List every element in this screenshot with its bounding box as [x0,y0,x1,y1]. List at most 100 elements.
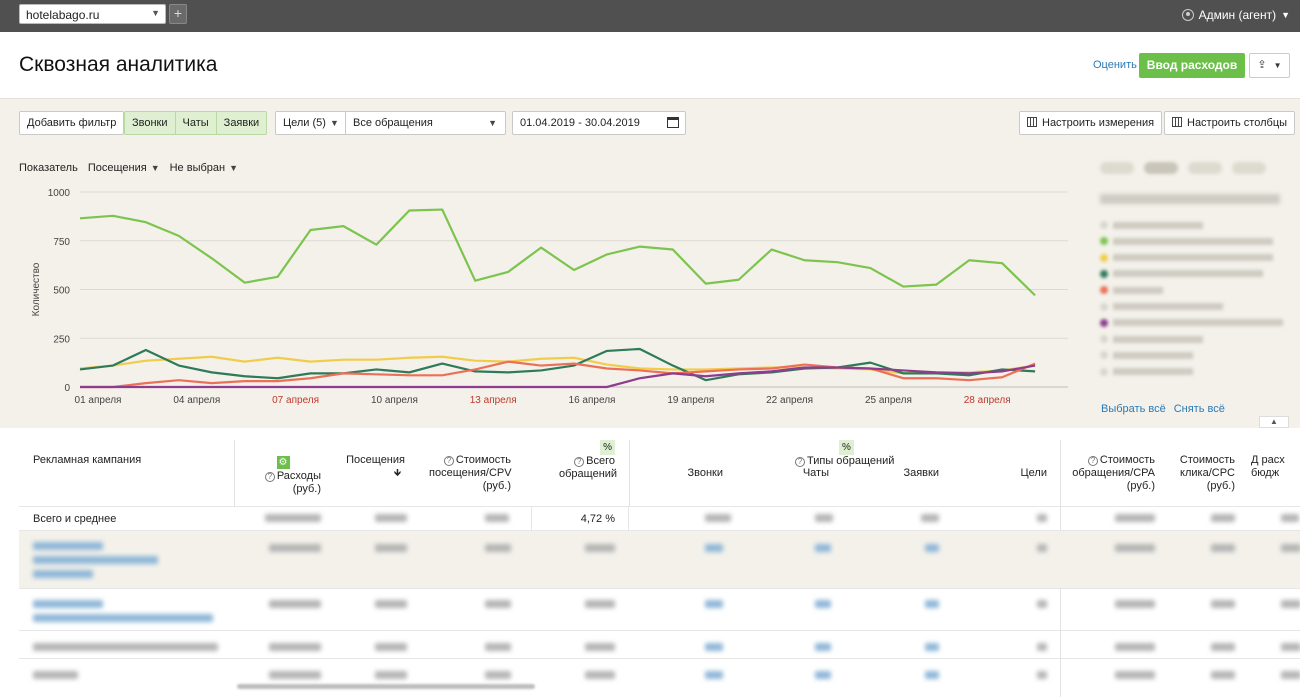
legend-item[interactable] [1100,302,1223,312]
site-select[interactable]: hotelabago.ru ▼ [19,4,166,24]
legend-tab[interactable] [1144,162,1178,174]
th-visits[interactable]: Посещения 🡻 [339,454,405,480]
collapse-chart-button[interactable]: ▲ [1259,416,1289,428]
legend-item[interactable] [1100,350,1193,360]
user-icon [1181,9,1194,21]
th-chats[interactable]: Чаты [802,467,829,479]
table-row[interactable] [19,588,1300,630]
series-line [80,364,1036,389]
th-expenses[interactable]: ? Расходы (руб.) [255,470,321,496]
y-axis-label: Количество [31,262,42,316]
redacted-value[interactable] [33,614,213,622]
y-tick-label: 0 [64,383,70,394]
help-icon[interactable]: ? [264,472,275,482]
legend-item[interactable] [1100,285,1163,295]
clear-all-link[interactable]: Снять всё [1173,403,1225,415]
legend-label-redacted [1113,221,1203,229]
redacted-value[interactable] [925,671,939,679]
legend-item[interactable] [1100,367,1193,377]
table-row[interactable] [19,530,1300,588]
redacted-value[interactable] [925,600,939,608]
redacted-value [1281,514,1299,522]
percent-toggle[interactable]: % [839,440,854,455]
legend-item[interactable] [1100,269,1263,279]
table-row[interactable] [19,658,1300,686]
legend-tab[interactable] [1232,162,1266,174]
th-cpv[interactable]: ? Стоимость посещения/CPV (руб.) [429,454,512,493]
help-icon[interactable]: ? [795,457,805,467]
toggle-chats[interactable]: Чаты [175,112,217,134]
help-icon[interactable]: ? [1087,456,1098,466]
setup-columns-button[interactable]: Настроить столбцы [1164,111,1296,135]
redacted-value[interactable] [705,643,723,651]
gear-icon[interactable]: ⚙ [276,456,290,469]
export-button[interactable]: ⇪ ▼ [1249,53,1290,78]
indicator-second-dropdown[interactable]: Не выбран ▼ [170,162,238,174]
total-row-pct: 4,72 % [580,513,615,525]
redacted-value [1211,643,1235,651]
help-icon[interactable]: ? [443,456,454,466]
user-name: Админ (агент) [1198,8,1277,22]
horizontal-scrollbar[interactable] [237,684,535,689]
chevron-down-icon: ▼ [229,163,239,173]
expenses-button[interactable]: Ввод расходов [1139,53,1245,78]
th-requests[interactable]: Заявки [903,467,939,479]
redacted-value[interactable] [33,556,158,564]
percent-toggle[interactable]: % [600,440,615,455]
legend-item[interactable] [1100,318,1283,328]
th-cpc[interactable]: Стоимость клика/CPC (руб.) [1179,454,1235,492]
redacted-value[interactable] [33,542,103,550]
table-row[interactable] [19,630,1300,658]
redacted-value[interactable] [815,671,831,679]
select-all-link[interactable]: Выбрать всё [1101,403,1166,415]
redacted-value[interactable] [815,544,831,552]
redacted-value[interactable] [925,544,939,552]
date-range-input[interactable]: 01.04.2019 - 30.04.2019 [512,111,686,135]
th-total[interactable]: % ? Всего обращений [559,440,617,481]
page-title: Сквозная аналитика [19,53,218,76]
add-site-button[interactable]: + [169,4,187,24]
setup-dimensions-label: Настроить измерения [1042,117,1155,129]
legend-item[interactable] [1100,253,1273,263]
redacted-value[interactable] [705,671,723,679]
redacted-value[interactable] [33,600,103,608]
redacted-value[interactable] [705,600,723,608]
redacted-value[interactable] [33,570,93,578]
redacted-value[interactable] [925,643,939,651]
rate-link[interactable]: Оценить [1093,59,1137,71]
toggle-requests[interactable]: Заявки [216,112,267,134]
legend-item[interactable] [1100,220,1203,230]
redacted-value [269,544,321,552]
th-types[interactable]: % ? Типы обращений [795,440,895,468]
redacted-value [1037,600,1047,608]
th-calls[interactable]: Звонки [687,467,723,479]
legend-tab[interactable] [1100,162,1134,174]
legend-color-dot [1100,318,1108,327]
redacted-value [269,643,321,651]
y-tick-label: 500 [53,286,70,297]
legend-item[interactable] [1100,334,1203,344]
redacted-value[interactable] [815,643,831,651]
toggle-calls[interactable]: Звонки [125,112,176,134]
redacted-value[interactable] [815,600,831,608]
redacted-value [1115,600,1155,608]
indicator-label: Показатель [19,162,78,174]
help-icon[interactable]: ? [574,457,585,467]
legend-color-dot [1100,286,1108,295]
th-cpa[interactable]: ? Стоимость обращения/CPA (руб.) [1069,454,1155,493]
setup-dimensions-button[interactable]: Настроить измерения [1019,111,1163,135]
legend-tab[interactable] [1188,162,1222,174]
redacted-value[interactable] [705,544,723,552]
user-menu[interactable]: Админ (агент) ▼ [1181,8,1290,22]
export-icon: ⇪ [1257,59,1267,71]
goals-dropdown[interactable]: Цели (5) ▼ [275,111,347,135]
legend-item[interactable] [1100,236,1273,246]
indicator-metric-dropdown[interactable]: Посещения ▼ [88,162,160,174]
column-divider [234,440,235,506]
add-filter-button[interactable]: Добавить фильтр [19,111,125,135]
requests-select[interactable]: Все обращения ▼ [345,111,506,135]
th-campaign[interactable]: Рекламная кампания [33,454,142,466]
th-goals[interactable]: Цели [1020,467,1047,479]
th-budget[interactable]: Д расх бюдж [1251,454,1285,479]
indicator-metric-value: Посещения [87,162,147,174]
